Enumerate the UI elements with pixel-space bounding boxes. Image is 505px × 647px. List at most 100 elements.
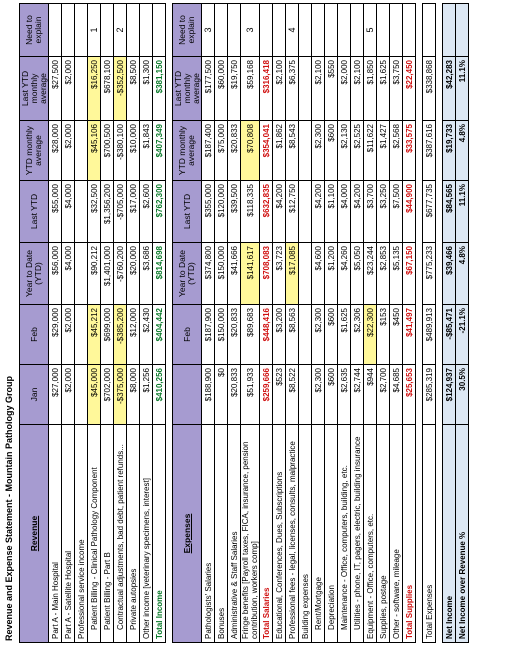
- table-row: Total Supplies $25,653 $41,497 $67,150 $44,9…: [402, 3, 416, 643]
- cell-value: $45,000: [87, 364, 101, 425]
- table-row: Utilities - phone, IT, pagers, electric,…: [350, 3, 364, 643]
- table-row: Building expenses: [298, 3, 312, 643]
- cell-value: $8,563: [285, 304, 299, 365]
- cell-value: -$380,100: [113, 120, 127, 181]
- cell-value: 11.1%: [455, 180, 469, 243]
- cell-empty: [298, 120, 312, 181]
- cell-value: $677,735: [422, 180, 436, 243]
- table-row: Net Income over Revenue % 30.5% -21.1% 4.8%…: [455, 3, 469, 643]
- cell-value: $316,418: [259, 56, 273, 121]
- cell-empty: [402, 3, 416, 57]
- row-label: Part A - Main Hospital: [48, 424, 62, 643]
- row-label: Bonuses: [214, 424, 228, 643]
- cell-value: $8,522: [285, 364, 299, 425]
- table-row: Bonuses $0 $150,000 $150,000 $120,000 $75,000…: [214, 3, 228, 643]
- cell-value: $2,306: [350, 304, 364, 365]
- cell-value: -$375,000: [113, 364, 127, 425]
- table-row: Private autopsies $8,000 $12,000 $20,000 $17…: [126, 3, 140, 643]
- cell-value: $632,835: [259, 180, 273, 243]
- cell-value: $775,233: [422, 242, 436, 305]
- row-label: Professional fees - legal, licenses, con…: [285, 424, 299, 643]
- column-heading: Last YTD monthly average: [172, 56, 202, 121]
- cell-empty: [311, 3, 325, 57]
- row-label: Net Income over Revenue %: [455, 424, 469, 643]
- cell-value: $1,100: [324, 180, 338, 243]
- statement-table: Revenue Jan Feb Year to Date (YTD) Last YTD Y…: [19, 3, 469, 643]
- cell-empty: [74, 56, 88, 121]
- cell-value: $0: [214, 364, 228, 425]
- cell-value: $4,260: [337, 242, 351, 305]
- cell-value: $19,733: [442, 120, 456, 181]
- cell-value: $1,401,000: [100, 242, 114, 305]
- cell-value: $187,900: [201, 304, 215, 365]
- cell-empty: [298, 242, 312, 305]
- cell-value: $2,100: [311, 56, 325, 121]
- spacer-row: [415, 3, 423, 643]
- cell-empty: [298, 56, 312, 121]
- cell-value: $55,000: [48, 180, 62, 243]
- cell-empty: [139, 3, 153, 57]
- table-row: Total Salaries $259,666 $448,416 $708,083 $6…: [259, 3, 273, 643]
- row-label: Rent/Mortgage: [311, 424, 325, 643]
- spacer-cell: [415, 3, 423, 643]
- column-heading: YTD monthly average: [19, 120, 49, 181]
- cell-value: $2,430: [139, 304, 153, 365]
- cell-value: $45,212: [87, 304, 101, 365]
- cell-value: $2,100: [272, 56, 286, 121]
- cell-value: $2,130: [337, 120, 351, 181]
- cell-value: $259,666: [259, 364, 273, 425]
- table-row: Part A - Satellite Hospital $2,000 $2,000 $…: [61, 3, 75, 643]
- cell-value: $6,375: [285, 56, 299, 121]
- table-row: Total Expenses $285,319 $489,913 $775,233 $6…: [422, 3, 436, 643]
- cell-value: $70,808: [240, 120, 260, 181]
- column-heading: Last YTD monthly average: [19, 56, 49, 121]
- cell-value: $33,575: [402, 120, 416, 181]
- cell-empty: [100, 3, 114, 57]
- cell-value: $27,000: [48, 364, 62, 425]
- cell-value: $1,356,200: [100, 180, 114, 243]
- cell-empty: [324, 3, 338, 57]
- cell-value: $700,500: [100, 120, 114, 181]
- cell-value: $75,000: [214, 120, 228, 181]
- explain-note: 3: [240, 3, 260, 57]
- cell-value: $11,622: [363, 120, 377, 181]
- cell-value: 30.5%: [455, 364, 469, 425]
- cell-value: $188,900: [201, 364, 215, 425]
- table-row: Fringe benefits [Payroll taxes, FICA, in…: [240, 3, 260, 643]
- cell-empty: [455, 3, 469, 57]
- row-label: Other - software, mileage: [389, 424, 403, 643]
- row-label: Patient Billing - Part B: [100, 424, 114, 643]
- spacer-row: [435, 3, 443, 643]
- table-row: Total Income $410,256 $404,442 $814,698 $762…: [152, 3, 166, 643]
- table-row: Rent/Mortgage $2,300 $2,300 $4,600 $4,200 $2,…: [311, 3, 325, 643]
- cell-value: $51,933: [240, 364, 260, 425]
- cell-value: $2,000: [61, 304, 75, 365]
- cell-value: $20,000: [126, 242, 140, 305]
- cell-empty: [61, 3, 75, 57]
- spacer-row: [165, 3, 173, 643]
- cell-value: $1,862: [272, 120, 286, 181]
- cell-value: $4,685: [389, 364, 403, 425]
- row-label: Net Income: [442, 424, 456, 643]
- cell-value: -$760,200: [113, 242, 127, 305]
- column-heading: Need to explain: [19, 3, 49, 57]
- cell-value: $22,300: [363, 304, 377, 365]
- cell-value: $2,100: [350, 56, 364, 121]
- cell-value: $3,686: [139, 242, 153, 305]
- cell-value: $387,616: [422, 120, 436, 181]
- cell-value: $1,300: [139, 56, 153, 121]
- row-label: Contractual adjustments, bad debt, patie…: [113, 424, 127, 643]
- cell-value: $2,300: [311, 120, 325, 181]
- cell-value: $4,600: [311, 242, 325, 305]
- cell-value: -$352,500: [113, 56, 127, 121]
- cell-value: $10,000: [126, 120, 140, 181]
- cell-value: $4,200: [272, 180, 286, 243]
- section-heading: Expenses: [172, 424, 202, 643]
- section-heading: Revenue: [19, 424, 49, 643]
- cell-value: $1,850: [363, 56, 377, 121]
- cell-value: $25,653: [402, 364, 416, 425]
- cell-value: $56,000: [48, 242, 62, 305]
- row-label: Patient Billing - Clinical Pathology Com…: [87, 424, 101, 643]
- cell-value: $4,200: [311, 180, 325, 243]
- cell-value: $381,150: [152, 56, 166, 121]
